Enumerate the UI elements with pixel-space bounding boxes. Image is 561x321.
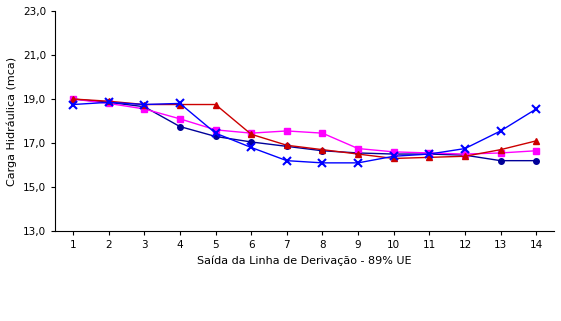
Line: 6%: 6% [70,96,540,162]
Line: 3%: 3% [70,96,539,157]
6% [426,155,433,159]
9% [105,100,112,104]
6% [105,99,112,103]
0% [390,152,397,156]
6% [248,132,255,136]
3% [70,97,76,101]
6% [355,152,361,156]
X-axis label: Saída da Linha de Derivação - 89% UE: Saída da Linha de Derivação - 89% UE [197,256,412,266]
3% [497,151,504,155]
3% [212,128,219,132]
0% [355,151,361,155]
0% [497,159,504,163]
9% [390,154,397,158]
0% [248,140,255,144]
0% [462,153,468,157]
6% [390,157,397,160]
6% [319,148,326,152]
6% [462,154,468,158]
9% [426,152,433,156]
6% [141,103,148,107]
0% [533,159,540,163]
3% [248,131,255,135]
3% [355,147,361,151]
3% [141,107,148,111]
Y-axis label: Carga Hidráulica (mca): Carga Hidráulica (mca) [7,56,17,186]
9% [212,131,219,135]
6% [70,97,76,101]
6% [283,143,290,147]
Line: 9%: 9% [69,98,540,167]
3% [177,117,183,121]
3% [462,152,468,156]
0% [283,144,290,148]
0% [177,125,183,128]
9% [177,101,183,105]
3% [283,129,290,133]
0% [105,100,112,104]
9% [248,145,255,149]
3% [426,151,433,155]
3% [390,150,397,154]
3% [105,101,112,105]
9% [283,159,290,163]
3% [533,149,540,153]
9% [497,129,504,133]
0% [141,105,148,108]
9% [533,107,540,111]
0% [212,134,219,138]
9% [141,103,148,107]
3% [319,131,326,135]
0% [426,152,433,156]
0% [70,97,76,101]
9% [70,103,76,107]
6% [533,139,540,143]
Line: 0%: 0% [70,96,539,163]
6% [212,103,219,107]
0% [319,149,326,153]
9% [319,161,326,165]
9% [462,147,468,151]
6% [497,148,504,152]
9% [355,161,361,165]
6% [177,103,183,107]
